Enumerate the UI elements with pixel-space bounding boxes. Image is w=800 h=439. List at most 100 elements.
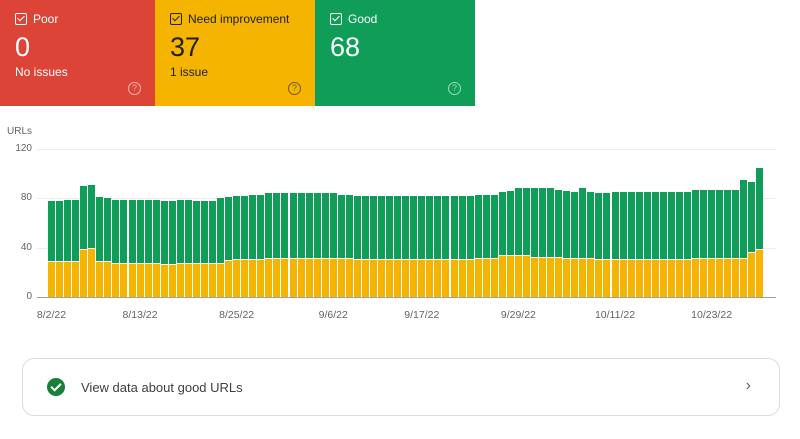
bar[interactable] [192,200,200,297]
bar[interactable] [595,193,603,297]
checkbox-icon[interactable] [330,13,342,25]
bar[interactable] [144,199,152,297]
bar[interactable] [184,199,192,297]
bar[interactable] [466,195,474,297]
bar[interactable] [418,195,426,297]
card-good[interactable]: Good 68 ? [315,0,475,106]
bar[interactable] [128,199,136,297]
bar[interactable] [474,194,482,297]
bar[interactable] [434,195,442,297]
bar[interactable] [361,195,369,297]
bar[interactable] [627,192,635,297]
bar[interactable] [683,192,691,297]
bar[interactable] [329,193,337,297]
bar[interactable] [619,192,627,297]
bar[interactable] [458,195,466,297]
bar[interactable] [740,179,748,297]
bar[interactable] [249,194,257,297]
bar[interactable] [603,193,611,297]
bar[interactable] [345,194,353,297]
bar[interactable] [337,194,345,297]
bar[interactable] [700,189,708,297]
bar[interactable] [72,199,80,297]
bar[interactable] [370,195,377,297]
bar[interactable] [225,197,233,297]
checkbox-icon[interactable] [170,13,182,25]
bar[interactable] [490,194,498,297]
bar[interactable] [506,190,514,297]
bar[interactable] [643,192,651,297]
bar[interactable] [136,199,144,297]
help-icon[interactable]: ? [128,82,141,95]
bar[interactable] [667,192,675,297]
x-tick-label: 10/11/22 [594,309,636,321]
card-need-improvement[interactable]: Need improvement 37 1 issue ? [155,0,315,106]
bar[interactable] [378,195,386,297]
bar[interactable] [482,194,490,297]
checkbox-icon[interactable] [15,13,27,25]
bar[interactable] [233,195,241,297]
bar[interactable] [200,200,208,297]
bar[interactable] [152,199,160,297]
bar[interactable] [217,198,225,297]
bar[interactable] [257,194,265,297]
bar[interactable] [587,192,595,297]
bar[interactable] [273,193,281,297]
help-icon[interactable]: ? [288,82,301,95]
bar[interactable] [563,190,571,297]
bar[interactable] [305,193,313,297]
bar[interactable] [56,200,64,297]
bar[interactable] [675,192,683,297]
view-good-urls-link[interactable]: View data about good URLs › [22,358,780,416]
bar[interactable] [80,186,88,297]
bar[interactable] [321,193,329,297]
bar[interactable] [442,195,450,297]
bar[interactable] [394,195,402,297]
bar[interactable] [571,192,579,297]
bar[interactable] [160,200,168,297]
bar[interactable] [708,189,716,297]
bar[interactable] [410,195,418,297]
bar[interactable] [611,192,619,297]
bar[interactable] [531,188,538,297]
bar[interactable] [104,198,112,297]
help-icon[interactable]: ? [448,82,461,95]
bar[interactable] [522,188,530,297]
bar[interactable] [176,199,184,297]
bar[interactable] [402,195,410,297]
bar[interactable] [297,193,305,297]
card-poor[interactable]: Poor 0 No issues ? [0,0,155,106]
bar[interactable] [265,193,273,297]
bar[interactable] [426,195,434,297]
bar[interactable] [651,192,659,297]
bar[interactable] [724,189,732,297]
bar[interactable] [547,188,555,297]
bar[interactable] [514,188,522,297]
bar[interactable] [209,200,216,297]
bar[interactable] [692,189,699,297]
bar[interactable] [659,192,667,297]
bar[interactable] [716,189,724,297]
bar[interactable] [48,200,55,297]
bar[interactable] [539,188,547,297]
bar[interactable] [313,193,321,297]
bar[interactable] [756,167,764,297]
bar[interactable] [748,182,756,297]
bar[interactable] [386,195,394,297]
bar[interactable] [450,195,458,297]
bar[interactable] [579,188,587,297]
bar[interactable] [498,192,506,297]
bar[interactable] [289,193,297,297]
bar[interactable] [241,195,249,297]
bar[interactable] [353,195,361,297]
bar[interactable] [732,189,740,297]
bar[interactable] [64,199,72,297]
bar[interactable] [281,193,289,297]
bar[interactable] [96,197,104,297]
bar[interactable] [168,200,176,297]
bar[interactable] [555,189,563,297]
bar[interactable] [88,184,96,297]
bar[interactable] [120,199,128,297]
bar[interactable] [635,192,643,297]
bar[interactable] [112,199,120,297]
